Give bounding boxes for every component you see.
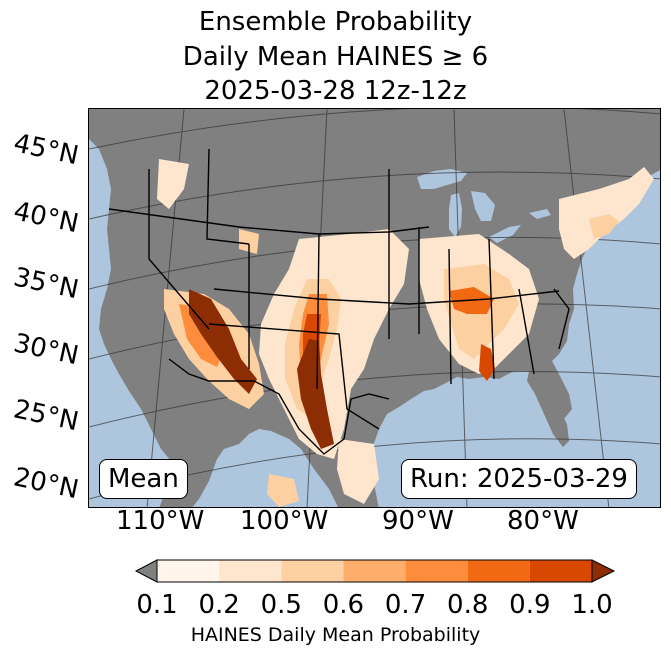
lon-label-110: 110°W	[116, 506, 205, 536]
colorbar-segment	[467, 560, 530, 582]
colorbar	[134, 559, 616, 583]
colorbar-segment	[529, 560, 592, 582]
colorbar-under-arrow	[134, 559, 158, 583]
lat-label-20: 20°N	[10, 462, 82, 506]
colorbar-tick-label: 0.6	[322, 590, 365, 620]
probability-map: Mean Run: 2025-03-29	[88, 108, 661, 508]
colorbar-tick-label: 1.0	[571, 590, 613, 620]
title-line-2: Daily Mean HAINES ≥ 6	[182, 42, 489, 72]
lon-label-90: 90°W	[382, 506, 454, 536]
colorbar-tick-label: 0.1	[136, 590, 178, 620]
colorbar-tick-label: 0.8	[447, 590, 489, 620]
lat-label-25: 25°N	[10, 394, 82, 438]
lake-huron	[471, 191, 495, 221]
colorbar-segment	[343, 560, 406, 582]
mean-label-box: Mean	[99, 459, 188, 499]
colorbar-tick-label: 0.2	[198, 590, 240, 620]
colorbar-segment	[219, 560, 282, 582]
map-canvas	[89, 109, 660, 507]
colorbar-tick-label: 0.5	[260, 590, 302, 620]
colorbar-tick-label: 0.9	[509, 590, 551, 620]
colorbar-border	[156, 559, 593, 583]
borders	[108, 148, 570, 455]
lake-michigan	[449, 193, 462, 237]
colorbar-segment	[157, 560, 220, 582]
lat-label-30: 30°N	[10, 328, 82, 372]
colorbar-tick-label: 0.7	[384, 590, 427, 620]
lon-label-100: 100°W	[240, 506, 329, 536]
colorbar-segment	[281, 560, 344, 582]
title-line-3: 2025-03-28 12z-12z	[204, 76, 467, 106]
colorbar-over-arrow	[591, 559, 616, 583]
colorbar-label: HAINES Daily Mean Probability	[190, 624, 481, 646]
title-line-1: Ensemble Probability	[198, 7, 473, 37]
land-florida	[527, 371, 569, 447]
lat-label-45: 45°N	[10, 128, 82, 172]
probability-field	[157, 159, 654, 507]
run-label-box: Run: 2025-03-29	[401, 459, 637, 499]
lat-label-35: 35°N	[10, 262, 82, 306]
colorbar-segment	[405, 560, 468, 582]
lat-label-40: 40°N	[10, 196, 82, 240]
lake-ontario	[529, 209, 551, 219]
lake-erie	[489, 225, 521, 243]
lon-label-80: 80°W	[507, 506, 579, 536]
